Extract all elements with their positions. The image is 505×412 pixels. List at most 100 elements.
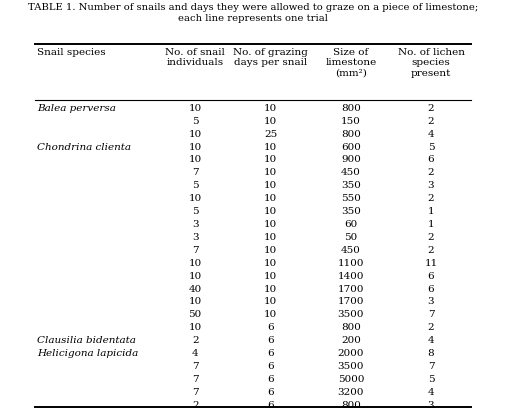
Text: 10: 10 [264,310,277,319]
Text: 6: 6 [427,285,433,294]
Text: 1100: 1100 [337,259,364,268]
Text: 6: 6 [427,272,433,281]
Text: 3: 3 [427,297,433,307]
Text: 10: 10 [264,169,277,178]
Text: 10: 10 [264,194,277,203]
Text: 1: 1 [427,220,433,229]
Text: 2: 2 [427,117,433,126]
Text: 1700: 1700 [337,285,364,294]
Text: 10: 10 [264,233,277,242]
Text: 5: 5 [427,375,433,384]
Text: 10: 10 [264,155,277,164]
Text: 10: 10 [264,143,277,152]
Text: 450: 450 [340,246,360,255]
Text: 550: 550 [340,194,360,203]
Text: Snail species: Snail species [37,48,106,57]
Text: 10: 10 [264,246,277,255]
Text: 6: 6 [267,401,274,410]
Text: 6: 6 [427,155,433,164]
Text: 4: 4 [427,336,433,345]
Text: 800: 800 [340,401,360,410]
Text: 1: 1 [427,207,433,216]
Text: 10: 10 [264,104,277,113]
Text: 2: 2 [427,169,433,178]
Text: 3: 3 [427,181,433,190]
Text: 5: 5 [191,117,198,126]
Text: 800: 800 [340,323,360,332]
Text: 50: 50 [188,310,201,319]
Text: 5: 5 [191,207,198,216]
Text: 2000: 2000 [337,349,364,358]
Text: Clausilia bidentata: Clausilia bidentata [37,336,136,345]
Text: 6: 6 [267,388,274,397]
Text: 3: 3 [427,401,433,410]
Text: 800: 800 [340,104,360,113]
Text: 50: 50 [343,233,357,242]
Text: 1700: 1700 [337,297,364,307]
Text: 60: 60 [343,220,357,229]
Text: TABLE 1. Number of snails and days they were allowed to graze on a piece of lime: TABLE 1. Number of snails and days they … [28,3,477,23]
Text: 10: 10 [264,272,277,281]
Text: 10: 10 [188,155,201,164]
Text: 10: 10 [188,259,201,268]
Text: 10: 10 [264,181,277,190]
Text: 10: 10 [264,259,277,268]
Text: 7: 7 [191,246,198,255]
Text: 11: 11 [424,259,437,268]
Text: 7: 7 [191,362,198,371]
Text: 10: 10 [188,272,201,281]
Text: 200: 200 [340,336,360,345]
Text: 10: 10 [264,285,277,294]
Text: 350: 350 [340,207,360,216]
Text: 10: 10 [264,117,277,126]
Text: 2: 2 [427,194,433,203]
Text: 3: 3 [191,233,198,242]
Text: 10: 10 [188,323,201,332]
Text: Size of
limestone
(mm²): Size of limestone (mm²) [325,48,376,77]
Text: 150: 150 [340,117,360,126]
Text: 10: 10 [264,297,277,307]
Text: 5: 5 [427,143,433,152]
Text: 3500: 3500 [337,310,364,319]
Text: 7: 7 [427,310,433,319]
Text: 2: 2 [191,336,198,345]
Text: 5: 5 [191,181,198,190]
Text: 4: 4 [427,388,433,397]
Text: 2: 2 [427,246,433,255]
Text: No. of snail
individuals: No. of snail individuals [165,48,225,67]
Text: 10: 10 [264,207,277,216]
Text: No. of lichen
species
present: No. of lichen species present [397,48,464,77]
Text: 600: 600 [340,143,360,152]
Text: 2: 2 [427,323,433,332]
Text: Balea perversa: Balea perversa [37,104,116,113]
Text: 7: 7 [191,375,198,384]
Text: 6: 6 [267,349,274,358]
Text: 1400: 1400 [337,272,364,281]
Text: 450: 450 [340,169,360,178]
Text: 6: 6 [267,323,274,332]
Text: 4: 4 [191,349,198,358]
Text: 900: 900 [340,155,360,164]
Text: 6: 6 [267,375,274,384]
Text: 10: 10 [188,143,201,152]
Text: 2: 2 [427,104,433,113]
Text: 7: 7 [191,388,198,397]
Text: 4: 4 [427,130,433,139]
Text: 25: 25 [264,130,277,139]
Text: No. of grazing
days per snail: No. of grazing days per snail [233,48,308,67]
Text: 3: 3 [191,220,198,229]
Text: 10: 10 [188,130,201,139]
Text: 10: 10 [264,220,277,229]
Text: 6: 6 [267,362,274,371]
Text: 2: 2 [427,233,433,242]
Text: 3500: 3500 [337,362,364,371]
Text: 7: 7 [191,169,198,178]
Text: 8: 8 [427,349,433,358]
Text: 2: 2 [191,401,198,410]
Text: 3200: 3200 [337,388,364,397]
Text: Helicigona lapicida: Helicigona lapicida [37,349,138,358]
Text: 40: 40 [188,285,201,294]
Text: Chondrina clienta: Chondrina clienta [37,143,131,152]
Text: 800: 800 [340,130,360,139]
Text: 10: 10 [188,104,201,113]
